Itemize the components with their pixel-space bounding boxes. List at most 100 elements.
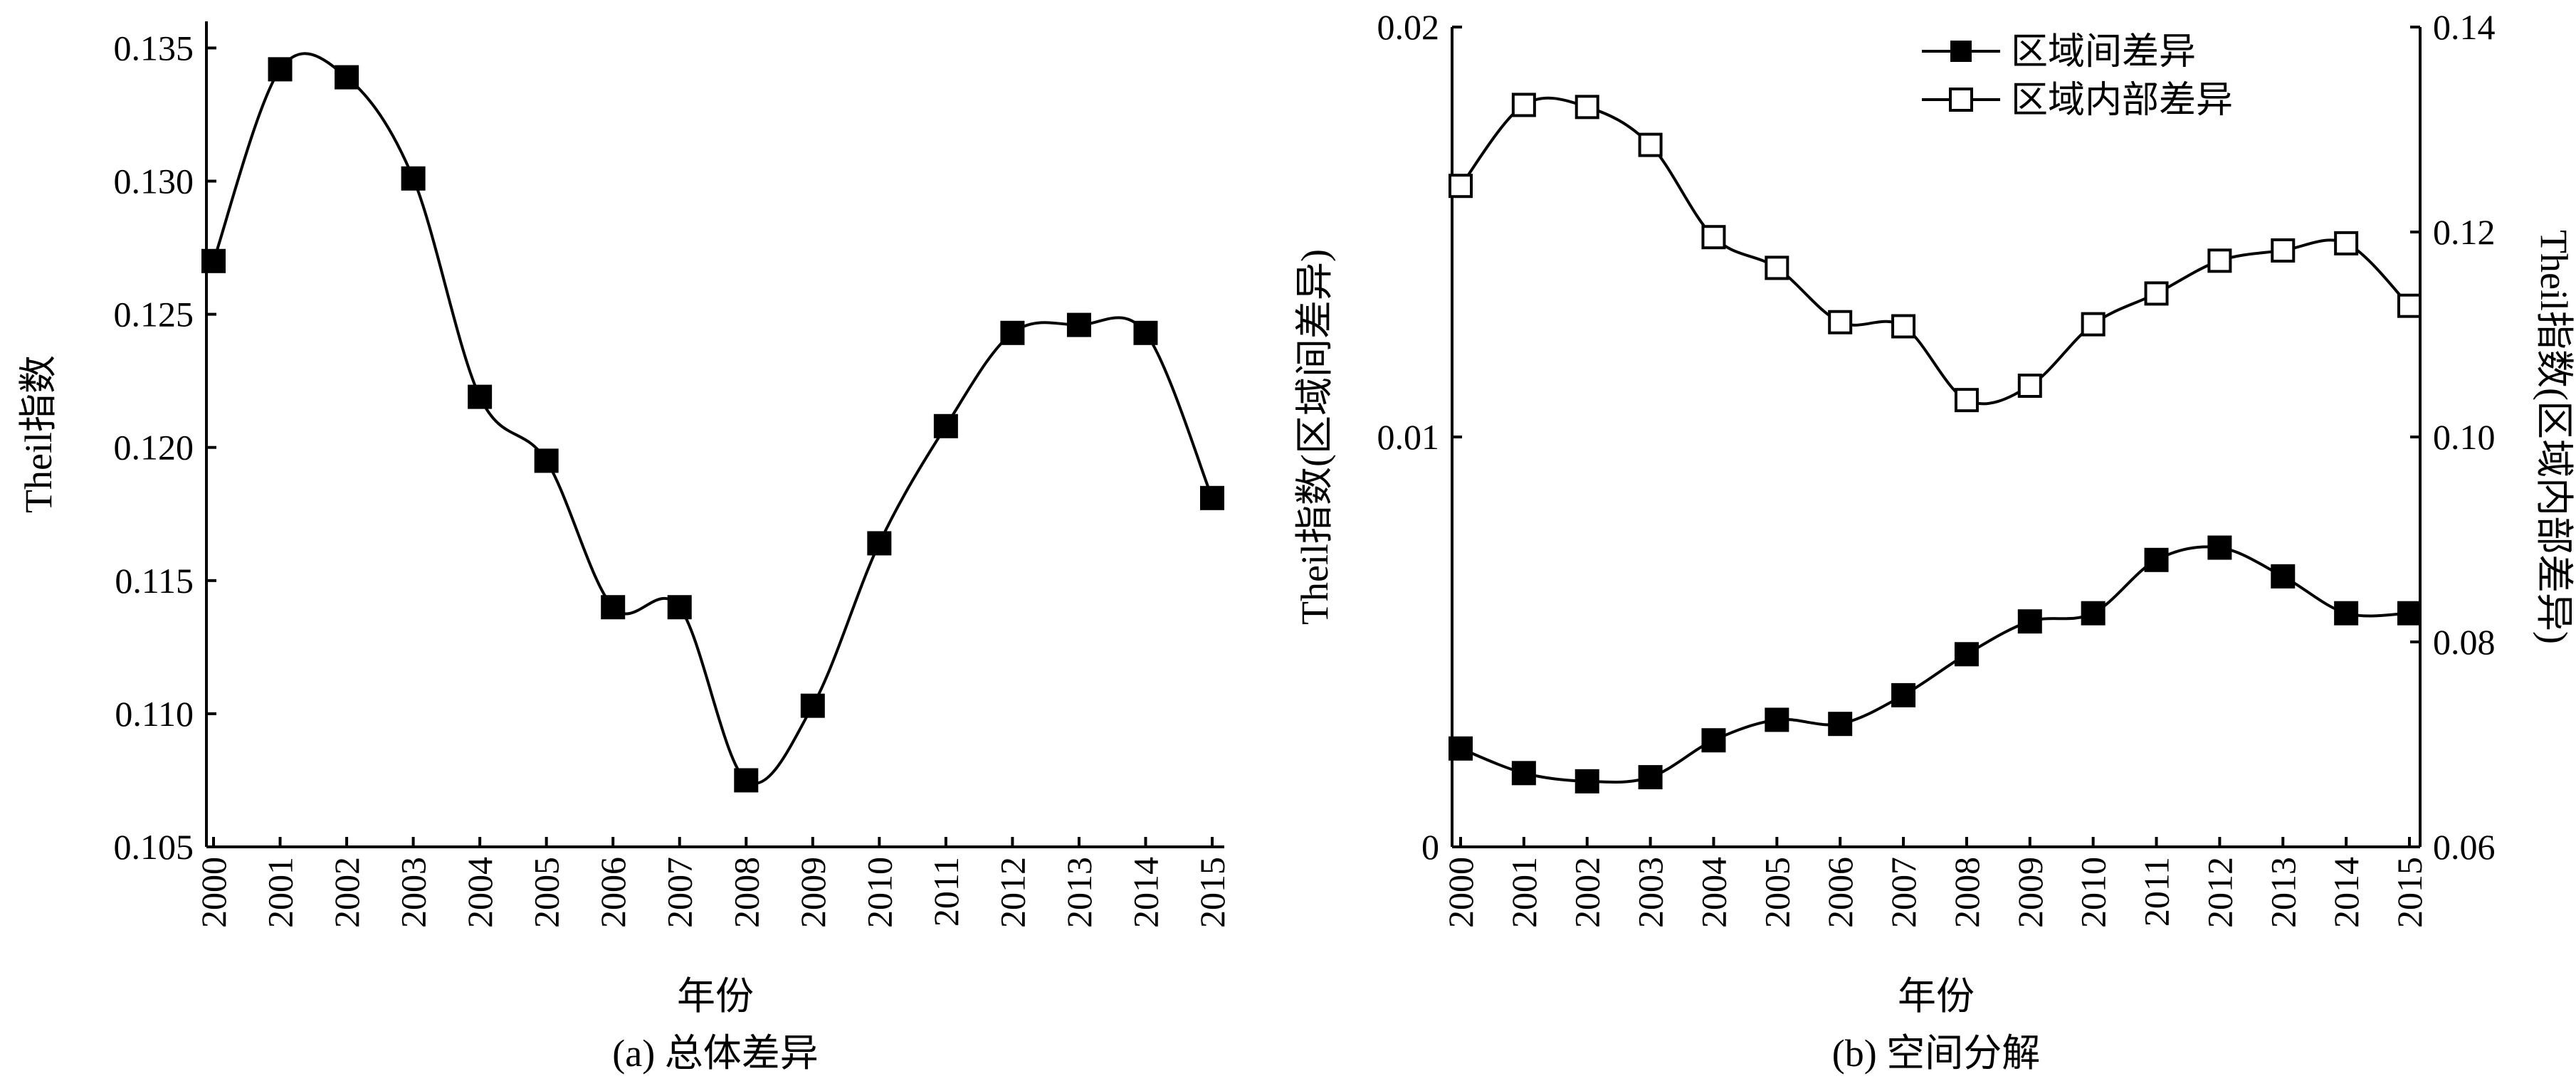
panel-b-x-tick-label-2007: 2007 <box>1883 857 1923 928</box>
panel-a-point-overall-2009 <box>800 693 825 718</box>
panel-b-point-between-region-2010 <box>2081 601 2106 626</box>
panel-a-point-overall-2010 <box>867 531 892 556</box>
panel-b-point-between-region-2012 <box>2207 535 2232 560</box>
panel-a-point-overall-2013 <box>1066 312 1091 337</box>
panel-a-y-tick-label-0.125: 0.125 <box>114 295 194 334</box>
panel-a-x-tick-label-2001: 2001 <box>261 857 300 928</box>
panel-a-x-tick-label-2014: 2014 <box>1125 857 1165 928</box>
panel-b-point-between-region-2006 <box>1828 712 1853 737</box>
panel-b-point-within-region-2013 <box>2271 238 2296 263</box>
panel-b-left-y-tick-label-0: 0 <box>1421 827 1439 867</box>
legend-label-within-region: 区域内部差异 <box>2011 80 2233 121</box>
panel-a-x-tick-label-2000: 2000 <box>194 857 233 928</box>
panel-b-point-within-region-2012 <box>2207 248 2232 273</box>
panel-a-series <box>201 52 1224 793</box>
legend-item-within-region: 区域内部差异 <box>1922 80 2233 121</box>
panel-b-left-y-tick-label-0.01: 0.01 <box>1377 417 1440 457</box>
legend-item-between-region: 区域间差异 <box>1922 32 2196 73</box>
panel-a-x-tick-label-2013: 2013 <box>1059 857 1099 928</box>
panel-b-x-tick-label-2014: 2014 <box>2326 857 2366 928</box>
panel-b-point-between-region-2005 <box>1765 707 1789 732</box>
panel-b-right-y-tick-label-0.14: 0.14 <box>2433 7 2496 47</box>
panel-a-x-tick-label-2005: 2005 <box>527 857 567 928</box>
panel-b-legend: 区域间差异 区域内部差异 <box>1922 32 2233 121</box>
panel-a-x-axis-label: 年份 <box>677 975 754 1018</box>
panel-b-x-tick-label-2003: 2003 <box>1631 857 1671 928</box>
panel-b-point-between-region-2014 <box>2334 601 2359 626</box>
panel-a-point-overall-2003 <box>401 166 426 191</box>
panel-a-x-tick-label-2015: 2015 <box>1192 857 1232 928</box>
panel-a-point-overall-2008 <box>734 768 759 793</box>
panel-b-right-y-tick-label-0.10: 0.10 <box>2433 417 2496 457</box>
panel-a-y-tick-label-0.130: 0.130 <box>114 162 194 201</box>
panel-a-x-tick-label-2004: 2004 <box>460 857 500 928</box>
panel-b-point-between-region-2001 <box>1511 761 1536 786</box>
panel-b-caption: (b) 空间分解 <box>1832 1032 2040 1075</box>
panel-b-x-tick-label-2015: 2015 <box>2390 857 2429 928</box>
panel-a-y-tick-label-0.135: 0.135 <box>114 28 194 68</box>
panel-b-x-tick-label-2008: 2008 <box>1947 857 1987 928</box>
panel-b-left-y-tick-label-0.02: 0.02 <box>1377 7 1440 47</box>
panel-a-x-tick-label-2006: 2006 <box>593 857 633 928</box>
panel-a-x-tick-label-2010: 2010 <box>859 857 899 928</box>
panel-a-point-overall-2002 <box>335 65 359 90</box>
panel-b-right-y-ticks: 0.06 0.08 0.10 0.12 0.14 <box>2410 7 2496 867</box>
panel-b-point-within-region-2001 <box>1511 93 1536 117</box>
panel-a-x-tick-label-2011: 2011 <box>926 857 966 927</box>
panel-a-point-overall-2015 <box>1200 485 1224 510</box>
panel-b-right-y-axis-label: Theil指数(区域内部差异) <box>2533 230 2575 644</box>
panel-b-x-tick-label-2010: 2010 <box>2073 857 2113 928</box>
panel-b-right-y-tick-label-0.08: 0.08 <box>2433 622 2496 662</box>
panel-b-x-tick-label-2013: 2013 <box>2263 857 2303 928</box>
panel-a-point-overall-2007 <box>667 595 692 620</box>
panel-b-point-within-region-2004 <box>1701 225 1726 250</box>
panel-b-point-within-region-2005 <box>1765 255 1789 280</box>
panel-b-x-tick-label-2011: 2011 <box>2137 857 2177 927</box>
legend-label-between-region: 区域间差异 <box>2011 32 2196 73</box>
panel-a-point-overall-2000 <box>201 248 226 273</box>
panel-b-x-tick-label-2009: 2009 <box>2010 857 2050 928</box>
panel-b-point-between-region-2002 <box>1574 769 1599 794</box>
panel-b-point-between-region-2004 <box>1701 728 1726 753</box>
panel-b-point-between-region-2013 <box>2271 564 2296 589</box>
panel-b-point-within-region-2008 <box>1954 388 1979 413</box>
legend-marker-within-region <box>1949 88 1973 112</box>
panel-a-point-overall-2014 <box>1133 320 1158 345</box>
panel-b-line-between-region <box>1460 545 2410 784</box>
panel-b-point-between-region-2008 <box>1954 642 1979 667</box>
panel-b-point-within-region-2006 <box>1828 310 1853 334</box>
panel-a-x-tick-label-2003: 2003 <box>394 857 433 928</box>
panel-b-x-tick-label-2006: 2006 <box>1820 857 1860 928</box>
panel-b-right-y-tick-label-0.12: 0.12 <box>2433 212 2496 252</box>
panel-b-point-within-region-2003 <box>1638 132 1663 157</box>
panel-b-point-within-region-2009 <box>2017 374 2042 398</box>
panel-a-point-overall-2012 <box>1000 320 1025 345</box>
panel-b-x-tick-label-2002: 2002 <box>1567 857 1607 928</box>
panel-b-spatial-decomposition: 00.010.02 0.060.080.100.120.14 2000 2001 2… <box>1293 7 2575 1075</box>
panel-a-x-tick-label-2007: 2007 <box>660 857 700 928</box>
panel-a-y-tick-label-0.120: 0.120 <box>114 428 194 468</box>
panel-b-point-within-region-2007 <box>1891 314 1916 339</box>
panel-b-x-tick-label-2000: 2000 <box>1441 857 1481 928</box>
panel-b-series <box>1449 93 2422 794</box>
panel-b-point-within-region-2010 <box>2081 312 2106 337</box>
panel-a-x-tick-label-2008: 2008 <box>726 857 766 928</box>
panel-b-x-tick-label-2001: 2001 <box>1504 857 1544 928</box>
panel-a-y-axis-label: Theil指数 <box>17 355 60 513</box>
panel-a-point-overall-2006 <box>601 595 626 620</box>
panel-a-point-overall-2004 <box>468 384 493 409</box>
panel-b-point-between-region-2015 <box>2397 601 2422 626</box>
panel-b-point-within-region-2015 <box>2397 293 2422 318</box>
panel-b-point-within-region-2000 <box>1449 174 1473 199</box>
panel-b-x-tick-label-2005: 2005 <box>1757 857 1797 928</box>
panel-b-left-y-axis-label: Theil指数(区域间差异) <box>1293 249 1336 625</box>
panel-a-x-ticks: 2000 2001 2002 2003 2004 2005 2006 2007 2008 2009… <box>194 837 1232 928</box>
panel-b-x-ticks: 2000 2001 2002 2003 2004 2005 2006 2007 2008 2009… <box>1441 837 2429 928</box>
panel-b-x-tick-label-2004: 2004 <box>1693 857 1733 928</box>
panel-a-x-tick-label-2002: 2002 <box>327 857 367 928</box>
panel-b-axes <box>1451 27 2422 848</box>
panel-b-point-between-region-2009 <box>2017 609 2042 634</box>
panel-a-point-overall-2005 <box>534 448 559 473</box>
panel-a-x-tick-label-2012: 2012 <box>992 857 1032 928</box>
